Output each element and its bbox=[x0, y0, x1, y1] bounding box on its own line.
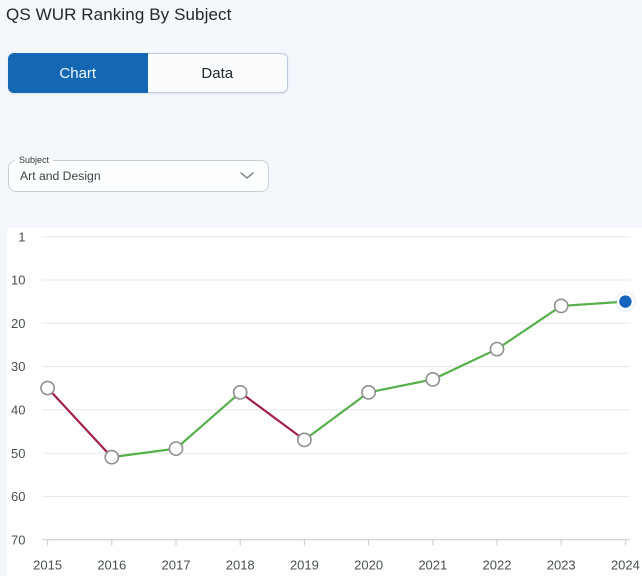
svg-text:60: 60 bbox=[11, 489, 25, 504]
svg-text:70: 70 bbox=[11, 532, 25, 547]
svg-text:20: 20 bbox=[11, 316, 25, 331]
svg-text:2016: 2016 bbox=[97, 557, 126, 572]
svg-text:30: 30 bbox=[11, 359, 25, 374]
svg-text:40: 40 bbox=[11, 403, 25, 418]
svg-text:2024: 2024 bbox=[611, 557, 640, 572]
svg-text:10: 10 bbox=[11, 273, 25, 288]
svg-text:50: 50 bbox=[11, 446, 25, 461]
svg-text:2018: 2018 bbox=[226, 557, 255, 572]
svg-text:1: 1 bbox=[18, 229, 25, 244]
svg-text:2017: 2017 bbox=[162, 557, 191, 572]
svg-text:2023: 2023 bbox=[547, 557, 576, 572]
svg-text:2015: 2015 bbox=[33, 557, 62, 572]
svg-text:2019: 2019 bbox=[290, 557, 319, 572]
svg-text:2022: 2022 bbox=[483, 557, 512, 572]
svg-text:2021: 2021 bbox=[418, 557, 447, 572]
svg-text:2020: 2020 bbox=[354, 557, 383, 572]
